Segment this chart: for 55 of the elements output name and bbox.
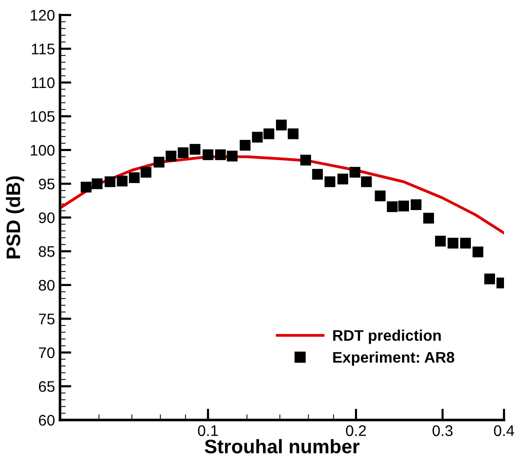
point [288,128,299,140]
legend-label: RDT prediction [333,330,441,344]
point [166,150,176,162]
point [215,149,226,160]
point [484,274,496,284]
point [128,172,140,184]
point [435,236,446,247]
y-tick-label: 75 [38,314,54,324]
point [448,238,458,249]
y-tick-label: 90 [38,212,55,224]
y-tick-label: 110 [32,77,55,88]
y-tick-label: 65 [38,381,54,392]
x-axis-title: Strouhal number [204,439,360,454]
y-tick-label: 80 [38,280,55,291]
point [154,156,164,168]
point [226,150,238,162]
point [398,200,410,212]
point [140,166,152,178]
y-axis-title: PSD (dB) [6,176,24,258]
point [361,176,372,188]
point [337,174,348,184]
point [324,176,336,188]
point [276,120,287,130]
point [410,199,422,210]
point [386,201,398,212]
point [264,128,274,140]
point [178,147,188,158]
y-tick-label: 120 [30,10,55,21]
legend-label: Experiment: AR8 [333,352,454,366]
point [116,176,128,186]
point [460,238,471,249]
point [92,178,103,190]
x-tick-label: 0.3 [432,425,453,436]
point [472,246,484,258]
y-tick-label: 95 [38,178,54,190]
point [190,144,200,155]
y-tick-label: 70 [38,347,55,358]
y-tick-label: 100 [30,144,55,156]
point [312,168,323,180]
point [202,149,214,160]
point [374,190,386,202]
x-tick-label: 0.2 [346,425,366,436]
point [80,182,92,193]
x-tick-label: 0.1 [198,425,218,436]
point [350,166,360,178]
point [240,140,251,151]
point [252,132,263,143]
y-tick-label: 105 [30,111,54,122]
y-tick-label: 60 [38,414,55,426]
x-tick-label: 0.4 [494,425,514,436]
y-tick-label: 85 [38,246,54,257]
point [423,212,434,224]
y-tick-label: 115 [32,44,54,54]
point [300,154,312,166]
point [104,176,116,188]
